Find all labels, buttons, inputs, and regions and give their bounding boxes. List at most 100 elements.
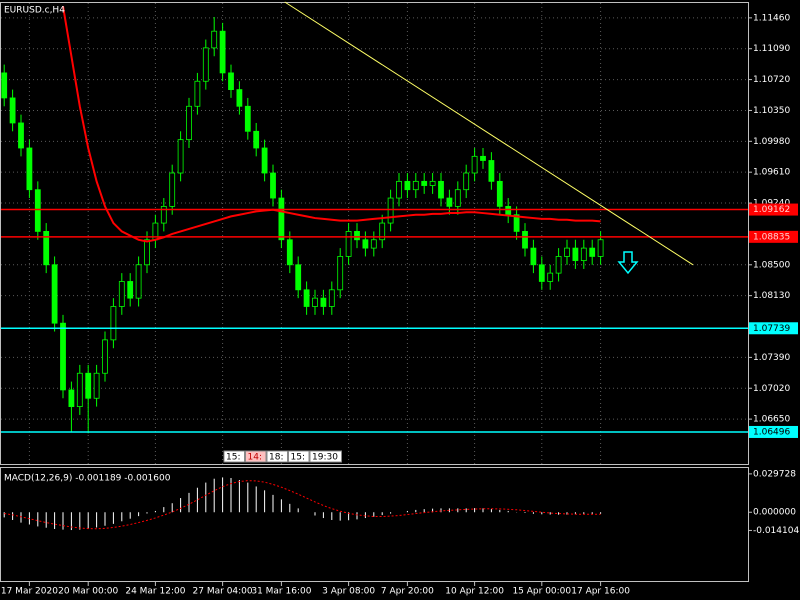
candle-body: [85, 372, 92, 399]
time-tag: [223, 450, 245, 463]
grid: [1, 3, 748, 465]
candle-body: [34, 189, 41, 232]
candle-body: [412, 180, 419, 191]
candle-body: [396, 180, 402, 199]
candle-body: [429, 180, 436, 186]
candle-body: [370, 239, 377, 249]
time-tag-label: 15:: [226, 453, 240, 463]
moving-average: [62, 6, 601, 243]
candle-body: [404, 180, 411, 191]
candle-body: [488, 160, 495, 182]
candle-body: [219, 30, 226, 74]
candle-body: [480, 155, 486, 161]
level-tag: [749, 425, 798, 438]
candle-body: [295, 264, 302, 291]
candle-body: [320, 297, 327, 307]
candle-body: [118, 281, 125, 307]
time-tag-label: 18:: [269, 453, 283, 463]
candle-body: [26, 147, 33, 191]
y-tick-label: 1.06650: [753, 415, 790, 425]
x-tick-label: 7 Apr 20:00: [381, 587, 434, 597]
level-label: 1.06496: [753, 427, 790, 437]
time-tag-label: 15:: [291, 453, 305, 463]
candle-body: [160, 205, 167, 224]
candle-body: [522, 231, 528, 249]
x-tick-label: 3 Apr 08:00: [322, 587, 375, 597]
candle-body: [51, 264, 58, 324]
time-tag: [309, 450, 342, 463]
candle-body: [354, 231, 360, 241]
candle-body: [328, 289, 335, 307]
candle-body: [446, 197, 453, 207]
y-tick-label: 1.07020: [753, 384, 790, 394]
time-tag: [245, 450, 267, 463]
candle-body: [505, 205, 512, 216]
sell-arrow: [617, 251, 639, 275]
candle-body: [110, 306, 117, 341]
candle-body: [177, 139, 184, 174]
candle-body: [345, 231, 352, 257]
candle-body: [194, 80, 201, 107]
time-tag: [266, 450, 288, 463]
candle-body: [362, 239, 369, 249]
time-tag-label: 19:30: [312, 453, 338, 463]
y-tick-label: 1.08500: [753, 260, 790, 270]
level-label: 1.09162: [753, 205, 790, 215]
candle-body: [127, 281, 134, 299]
candle-body: [379, 222, 386, 241]
candle-body: [312, 297, 318, 307]
candle-body: [244, 105, 251, 132]
plot: [1, 1, 748, 531]
y-tick-label: 0.029728: [753, 469, 796, 479]
candle-body: [387, 197, 394, 224]
candle-body: [471, 155, 478, 174]
y-tick-label: 1.08130: [753, 291, 790, 301]
candle-body: [211, 30, 218, 49]
symbol-label: EURUSD.c,H4: [4, 6, 65, 16]
candle-body: [580, 247, 587, 262]
y-tick-label: 1.09610: [753, 168, 790, 178]
candle-body: [261, 147, 268, 174]
level-label: 1.07739: [753, 324, 790, 334]
level-tag: [749, 230, 798, 243]
candle-body: [68, 389, 75, 408]
level-tag: [749, 322, 798, 335]
candle-body: [555, 256, 562, 274]
x-tick-label: 24 Mar 12:00: [125, 587, 185, 597]
candle-body: [337, 256, 344, 291]
candle-body: [135, 264, 142, 299]
candle-body: [564, 247, 570, 257]
candle-body: [572, 247, 579, 262]
candle-body: [496, 180, 503, 207]
candle-body: [76, 372, 83, 408]
trendline: [284, 1, 694, 266]
signal-line: [4, 480, 601, 530]
y-tick-label: 1.10350: [753, 106, 790, 116]
candle-body: [236, 89, 243, 107]
x-tick-label: 27 Mar 04:00: [193, 587, 253, 597]
candle-body: [9, 97, 16, 124]
time-tag: [288, 450, 310, 463]
candle-body: [463, 172, 470, 191]
level-tag: [749, 203, 798, 216]
candle-body: [303, 289, 310, 307]
candle-body: [93, 372, 100, 399]
candle-body: [169, 172, 176, 207]
candle-body: [547, 272, 554, 282]
y-tick-label: 1.09980: [753, 137, 790, 147]
candle-body: [270, 172, 276, 199]
candle-body: [43, 231, 50, 266]
y-tick-label: 1.09240: [753, 199, 790, 209]
candle-body: [228, 72, 234, 90]
candle-body: [438, 180, 444, 199]
candle-body: [60, 322, 66, 391]
main-panel-frame: [0, 2, 749, 465]
candle-body: [530, 247, 537, 266]
x-tick-label: 15 Apr 00:00: [512, 587, 571, 597]
x-tick-label: 17 Apr 16:00: [571, 587, 630, 597]
candle-body: [421, 180, 428, 186]
candle-body: [253, 130, 260, 149]
time-tag-label: 14:: [248, 453, 262, 463]
candle-body: [1, 72, 8, 99]
